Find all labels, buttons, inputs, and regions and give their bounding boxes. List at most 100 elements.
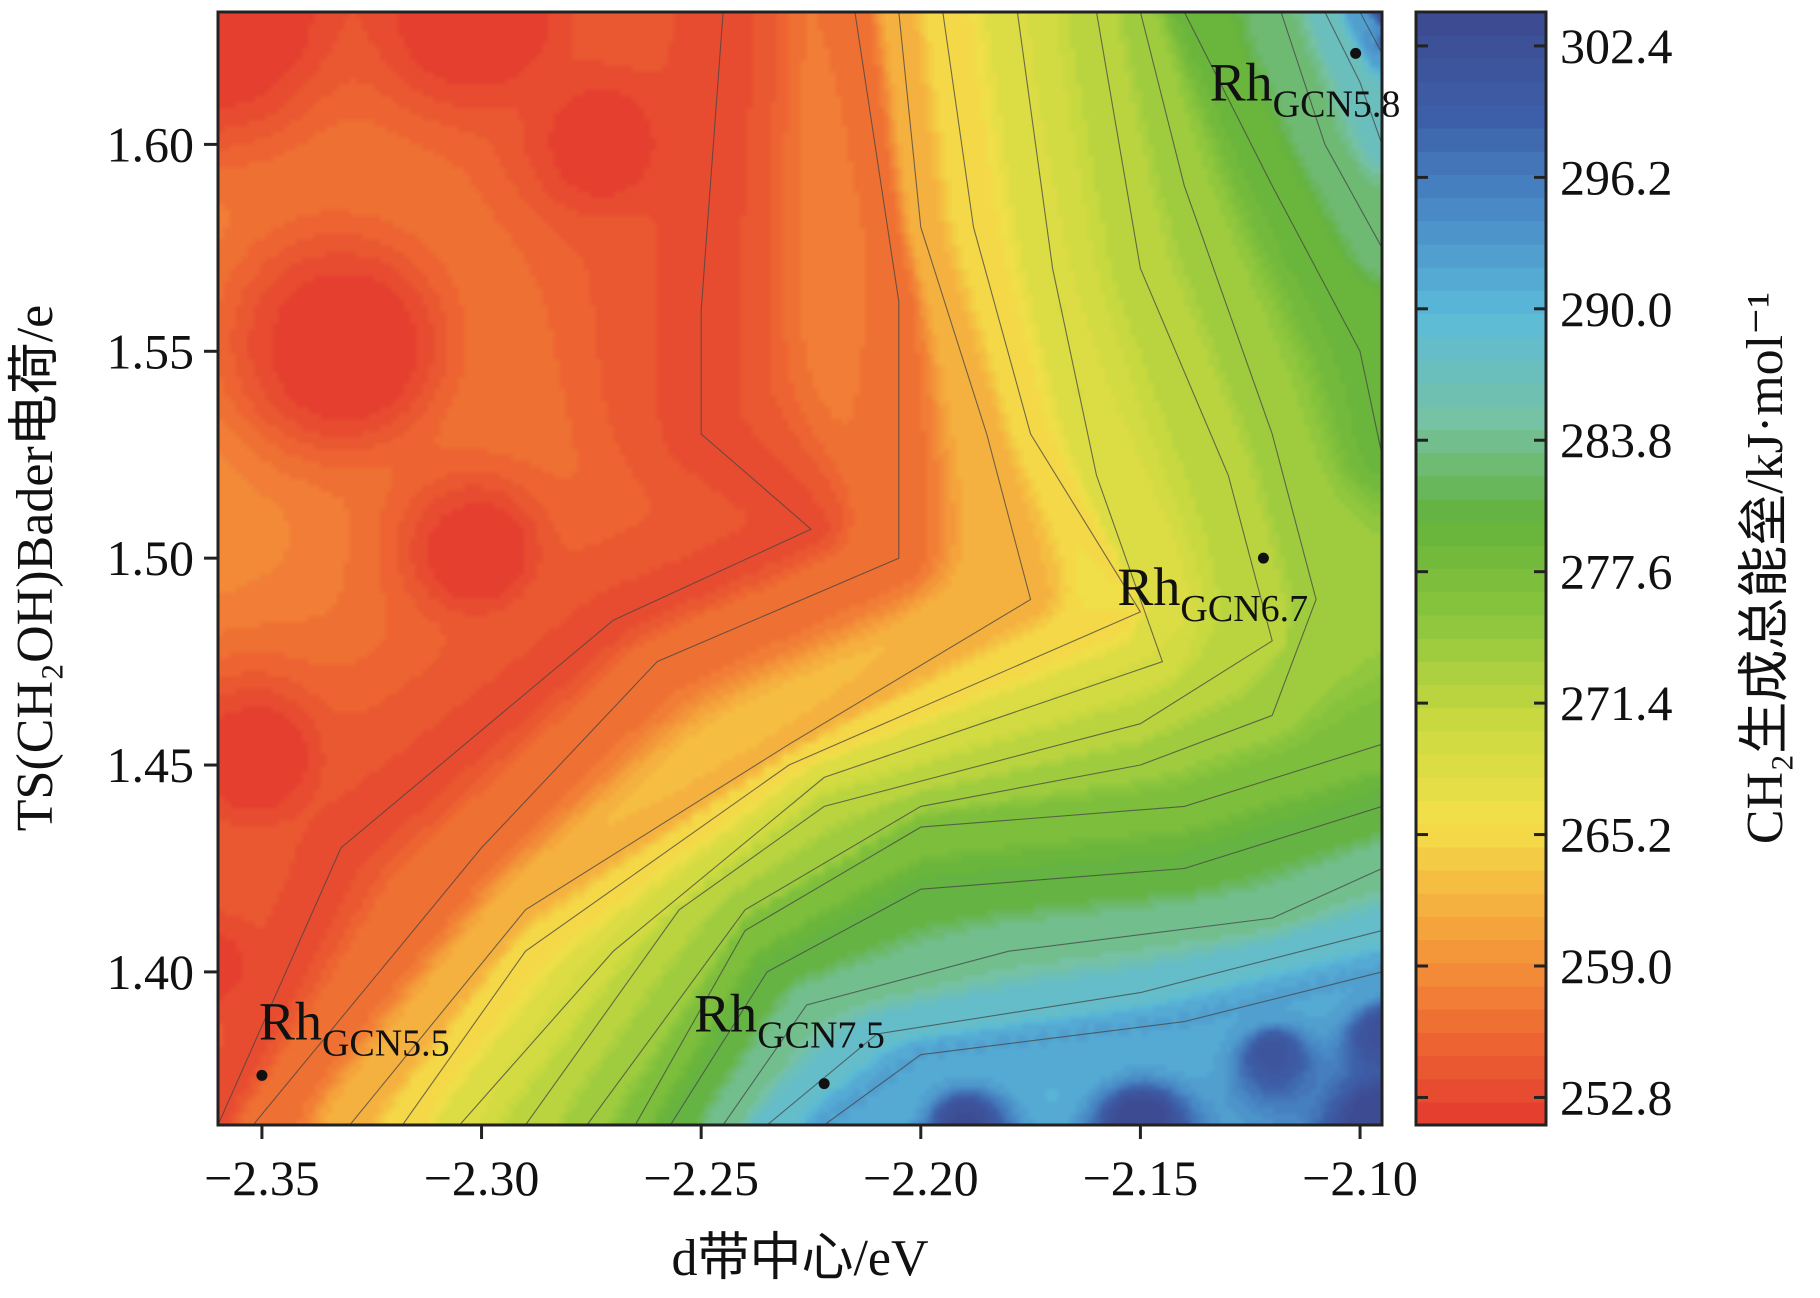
x-tick-label: −2.25 xyxy=(643,1150,759,1206)
colorbar-band xyxy=(1416,568,1546,593)
colorbar-band xyxy=(1416,127,1546,152)
colorbar-band xyxy=(1416,290,1546,315)
colorbar: 252.8 259.0 265.2 271.4 277.6 283.8 290.0 296.2… xyxy=(1414,10,1673,1127)
colorbar-band xyxy=(1416,638,1546,662)
y-tick-label: 1.50 xyxy=(107,530,195,586)
colorbar-tick-label: 290.0 xyxy=(1560,281,1673,337)
colorbar-band xyxy=(1416,359,1546,384)
contour-line xyxy=(402,12,1142,1125)
colorbar-band xyxy=(1416,591,1546,616)
point-label: RhGCN5.5 xyxy=(259,991,450,1064)
point-label: RhGCN6.7 xyxy=(1117,557,1308,630)
data-point xyxy=(1257,552,1269,564)
colorbar-band xyxy=(1416,151,1546,175)
colorbar-band xyxy=(1416,684,1546,709)
colorbar-band xyxy=(1416,1101,1546,1126)
colorbar-band xyxy=(1416,939,1546,964)
colorbar-band xyxy=(1416,475,1546,500)
x-tick-label: −2.35 xyxy=(204,1150,320,1206)
colorbar-band xyxy=(1416,35,1546,59)
colorbar-band xyxy=(1416,661,1546,686)
colorbar-tick-label: 265.2 xyxy=(1560,807,1673,863)
colorbar-frame xyxy=(1414,10,1548,1127)
colorbar-band xyxy=(1416,962,1546,987)
colorbar-tick-label: 277.6 xyxy=(1560,544,1673,600)
colorbar-band xyxy=(1416,985,1546,1010)
x-axis: −2.35 −2.30 −2.25 −2.20 −2.15 −2.10 xyxy=(204,1125,1418,1206)
y-tick-label: 1.55 xyxy=(107,323,195,379)
colorbar-tick-label: 283.8 xyxy=(1560,412,1673,468)
contour-line xyxy=(525,12,1273,1125)
colorbar-band xyxy=(1416,58,1546,83)
contour-line xyxy=(252,12,900,1125)
colorbar-band xyxy=(1416,823,1546,848)
point-label: RhGCN5.8 xyxy=(1210,52,1401,125)
colorbar-band xyxy=(1416,730,1546,755)
colorbar-band xyxy=(1416,846,1546,871)
contour-line xyxy=(218,12,813,1125)
colorbar-band xyxy=(1416,1009,1546,1033)
contour-line xyxy=(349,12,1032,1125)
plot-area xyxy=(218,12,1382,1125)
colorbar-band xyxy=(1416,429,1546,454)
colorbar-bands xyxy=(1416,12,1546,1126)
contour-line xyxy=(459,12,1164,1125)
colorbar-tick-label: 296.2 xyxy=(1560,149,1673,205)
y-tick-label: 1.60 xyxy=(107,116,195,172)
colorbar-tick-label: 259.0 xyxy=(1560,938,1673,994)
colorbar-band xyxy=(1416,754,1546,778)
colorbar-band xyxy=(1416,267,1546,291)
data-point xyxy=(256,1069,268,1081)
x-tick-label: −2.10 xyxy=(1302,1150,1418,1206)
colorbar-band xyxy=(1416,1032,1546,1057)
colorbar-band xyxy=(1416,522,1546,546)
data-points: RhGCN5.5 RhGCN7.5 RhGCN6.7 RhGCN5.8 xyxy=(256,47,1401,1090)
y-tick-label: 1.45 xyxy=(107,737,195,793)
x-tick-label: −2.20 xyxy=(863,1150,979,1206)
colorbar-band xyxy=(1416,174,1546,199)
colorbar-band xyxy=(1416,1055,1546,1080)
colorbar-band xyxy=(1416,800,1546,825)
colorbar-band xyxy=(1416,869,1546,894)
colorbar-ticks: 252.8 259.0 265.2 271.4 277.6 283.8 290.0 296.2… xyxy=(1416,18,1673,1125)
colorbar-band xyxy=(1416,197,1546,222)
y-axis-title: TS(CH₂OH)Bader电荷/e xyxy=(7,305,64,831)
colorbar-tick-label: 302.4 xyxy=(1560,18,1673,74)
x-axis-title: d带中心/eV xyxy=(671,1230,928,1287)
contour-line xyxy=(722,867,1382,1125)
x-tick-label: −2.15 xyxy=(1083,1150,1199,1206)
colorbar-band xyxy=(1416,893,1546,917)
colorbar-tick-label: 271.4 xyxy=(1560,675,1673,731)
contour-line xyxy=(669,805,1382,1125)
colorbar-band xyxy=(1416,383,1546,407)
colorbar-band xyxy=(1416,1078,1546,1103)
contour-line xyxy=(1359,12,1382,54)
colorbar-band xyxy=(1416,406,1546,430)
colorbar-band xyxy=(1416,313,1546,338)
colorbar-band xyxy=(1416,777,1546,801)
data-point xyxy=(1350,47,1362,59)
contour-line xyxy=(1280,12,1382,249)
colorbar-band xyxy=(1416,452,1546,477)
colorbar-band xyxy=(1416,614,1546,639)
colorbar-band xyxy=(1416,104,1546,129)
data-point xyxy=(818,1078,830,1090)
colorbar-band xyxy=(1416,12,1546,36)
contour-line xyxy=(1183,12,1382,455)
colorbar-band xyxy=(1416,916,1546,941)
colorbar-band xyxy=(1416,707,1546,732)
contour-line xyxy=(586,12,1317,1125)
contour-line xyxy=(823,971,1382,1125)
y-axis: 1.40 1.45 1.50 1.55 1.60 xyxy=(107,116,218,1000)
colorbar-band xyxy=(1416,243,1546,268)
y-tick-label: 1.40 xyxy=(107,944,195,1000)
heatmap-fill xyxy=(218,12,1382,1125)
colorbar-band xyxy=(1416,220,1546,245)
colorbar-band xyxy=(1416,81,1546,106)
point-label: RhGCN7.5 xyxy=(694,984,885,1057)
colorbar-tick-label: 252.8 xyxy=(1560,1069,1673,1125)
colorbar-band xyxy=(1416,545,1546,570)
colorbar-title: CH₂生成总能垒/kJ·mol⁻¹ xyxy=(1737,292,1794,844)
contour-line xyxy=(1324,12,1382,145)
